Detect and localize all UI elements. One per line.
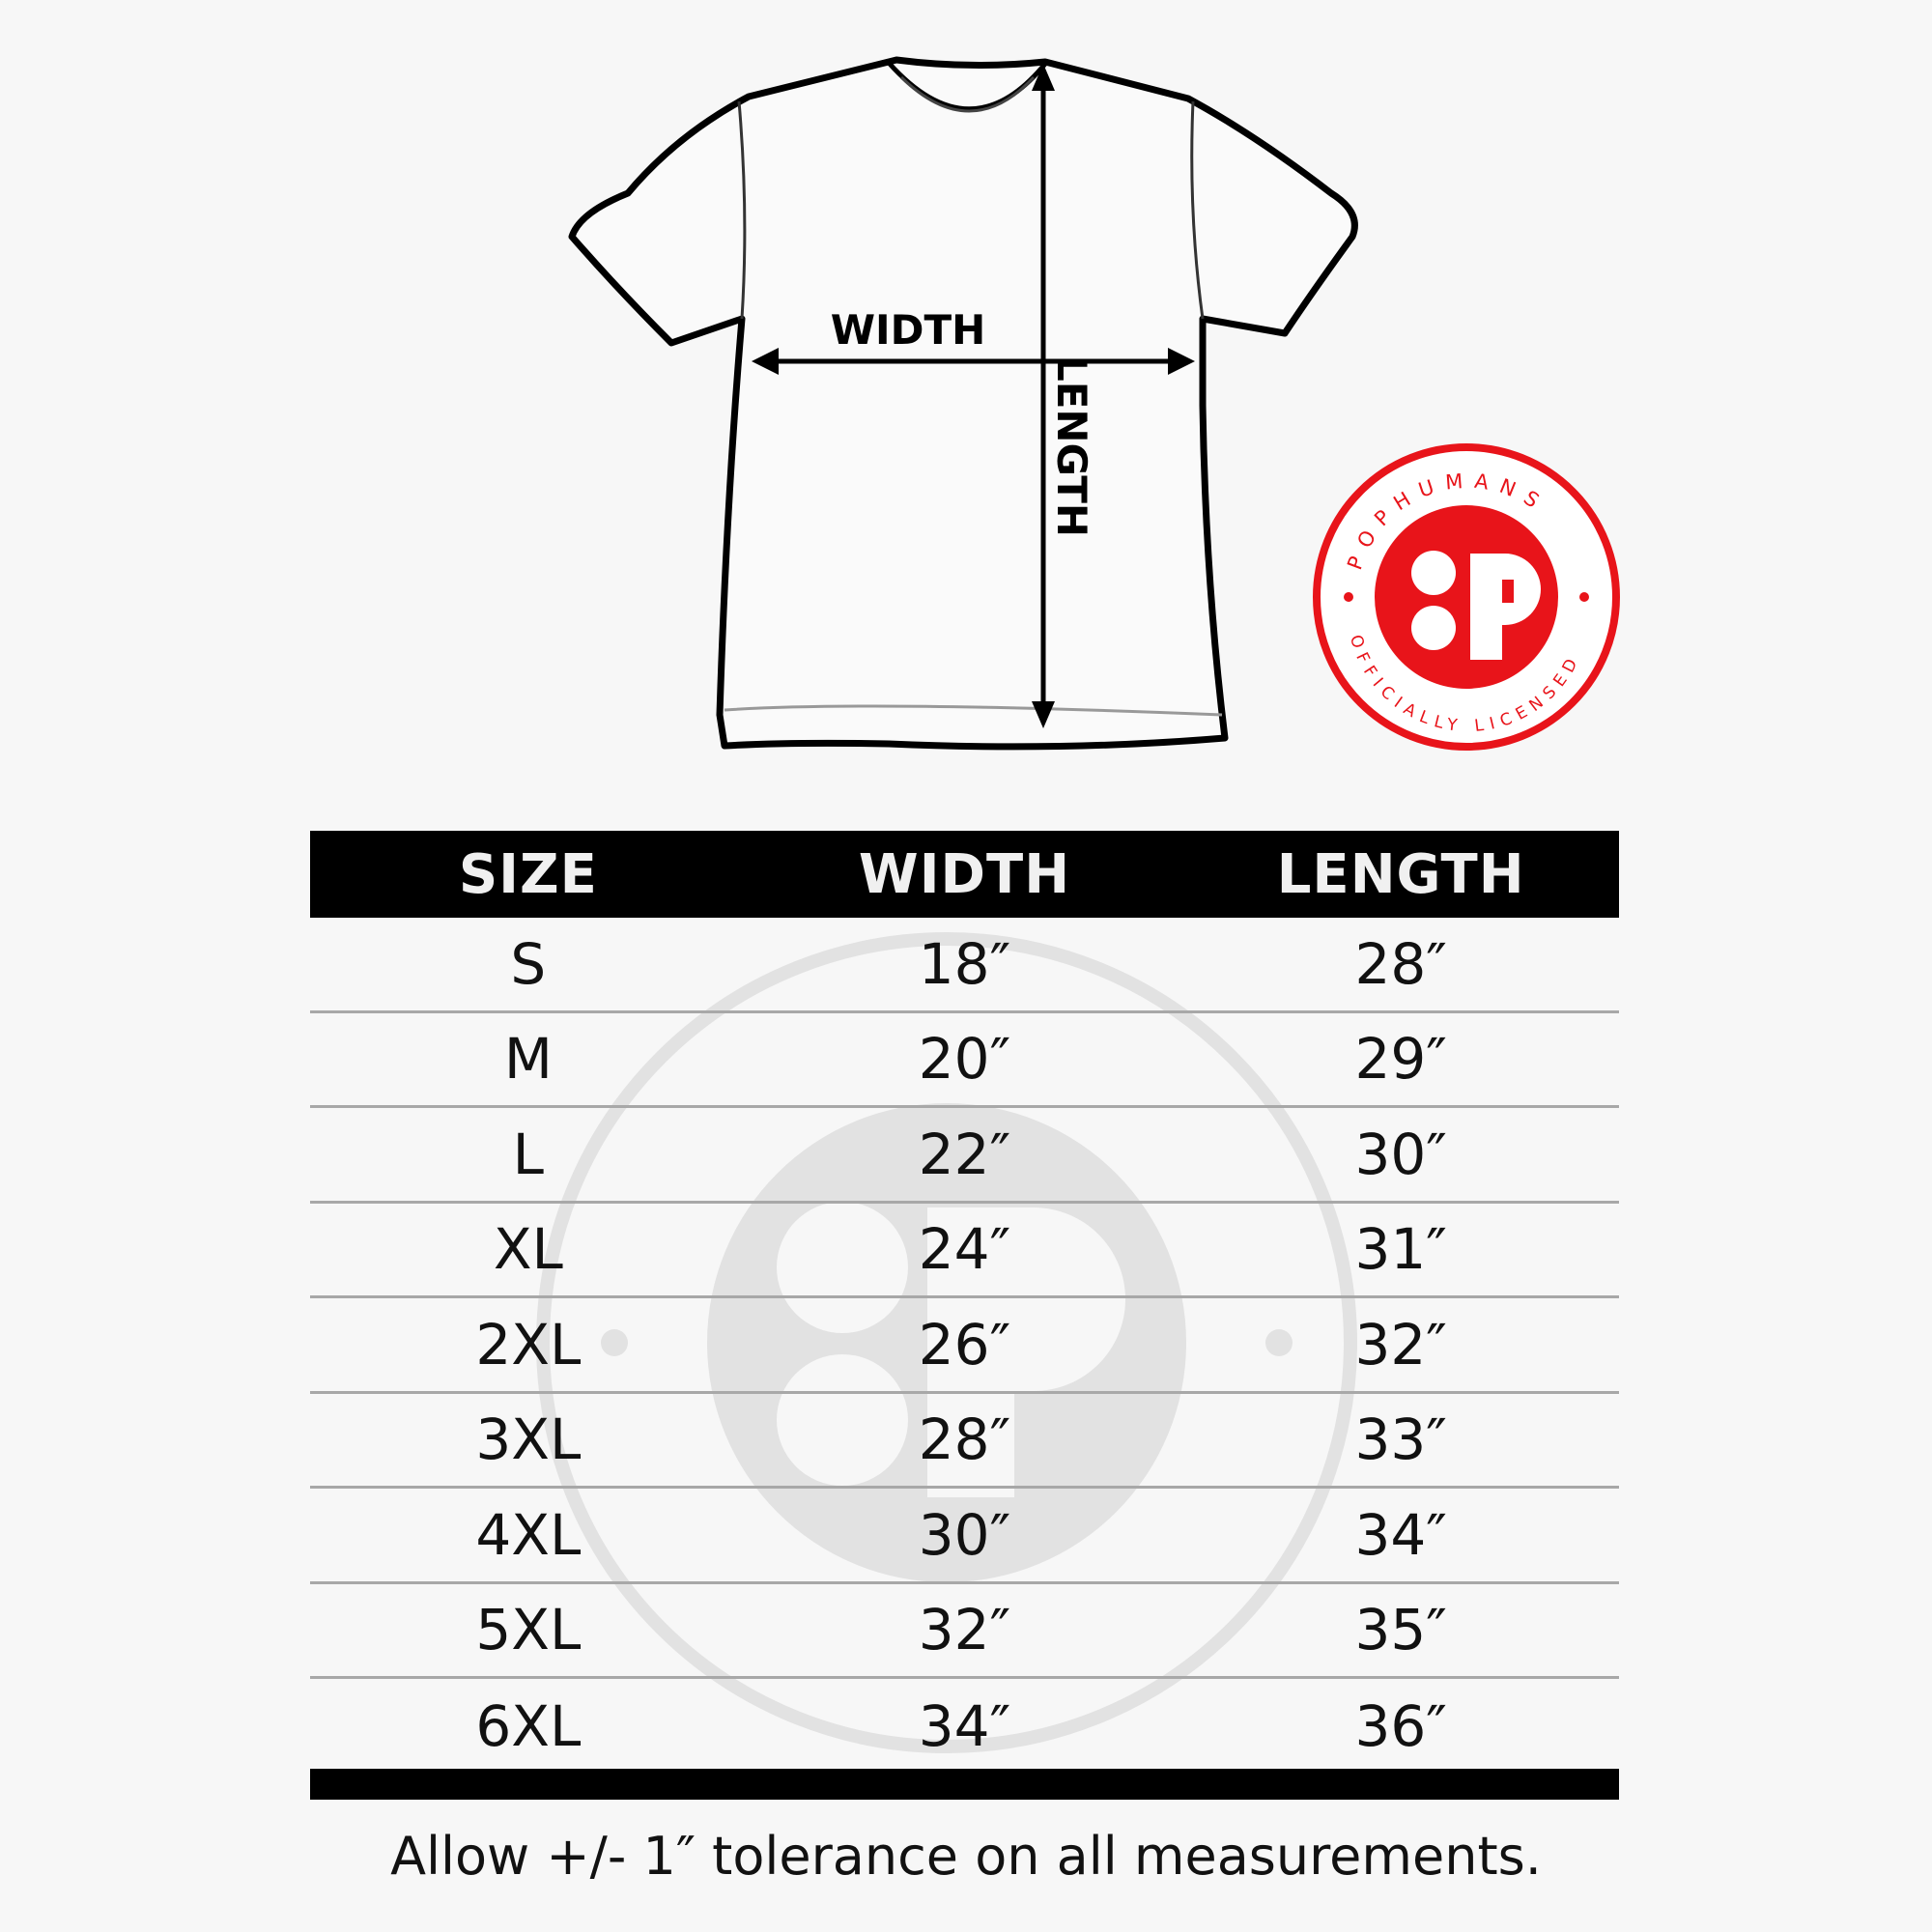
table-row: L 22″ 30″ [310, 1108, 1619, 1204]
table-row: 3XL 28″ 33″ [310, 1394, 1619, 1489]
tolerance-note: Allow +/- 1″ tolerance on all measuremen… [390, 1826, 1542, 1887]
table-body: S 18″ 28″ M 20″ 29″ L 22″ 30″ XL 24″ 31″ 2XL 26″ 32″ 3X… [310, 918, 1619, 1775]
cell-length: 35″ [1354, 1597, 1447, 1663]
cell-length: 33″ [1354, 1406, 1447, 1473]
cell-length: 36″ [1354, 1693, 1447, 1760]
cell-length: 30″ [1354, 1121, 1447, 1187]
size-chart-table: SIZE WIDTH LENGTH S 18″ 28″ M 20″ 29″ L 22″ 30″ X… [310, 831, 1619, 1800]
cell-width: 18″ [918, 930, 1011, 997]
table-row: 2XL 26″ 32″ [310, 1298, 1619, 1394]
table-row: 6XL 34″ 36″ [310, 1679, 1619, 1775]
cell-size: S [510, 930, 547, 997]
header-width: WIDTH [858, 842, 1071, 906]
header-length: LENGTH [1276, 842, 1525, 906]
cell-length: 28″ [1354, 930, 1447, 997]
cell-width: 22″ [918, 1121, 1011, 1187]
length-label: LENGTH [1048, 355, 1095, 537]
table-row: M 20″ 29″ [310, 1013, 1619, 1108]
cell-size: 4XL [475, 1501, 582, 1568]
cell-width: 30″ [918, 1501, 1011, 1568]
cell-width: 34″ [918, 1693, 1011, 1760]
table-row: S 18″ 28″ [310, 918, 1619, 1013]
cell-width: 26″ [918, 1311, 1011, 1378]
cell-length: 32″ [1354, 1311, 1447, 1378]
tshirt-diagram: WIDTH LENGTH [568, 56, 1358, 751]
cell-size: M [503, 1026, 553, 1093]
cell-width: 32″ [918, 1597, 1011, 1663]
table-row: XL 24″ 31″ [310, 1204, 1619, 1298]
cell-length: 31″ [1354, 1216, 1447, 1283]
width-label: WIDTH [831, 306, 986, 354]
table-row: 5XL 32″ 35″ [310, 1584, 1619, 1679]
table-bottom-bar [310, 1768, 1619, 1800]
pophumans-badge: POPHUMANS OFFICIALLY LICENSED [1313, 443, 1620, 751]
cell-size: 3XL [475, 1406, 582, 1473]
watermark-logo [536, 932, 1357, 1753]
cell-size: 5XL [475, 1597, 582, 1663]
cell-width: 20″ [918, 1026, 1011, 1093]
cell-width: 28″ [918, 1406, 1011, 1473]
tshirt-outline [568, 56, 1358, 751]
cell-size: L [512, 1121, 544, 1187]
cell-width: 24″ [918, 1216, 1011, 1283]
table-header: SIZE WIDTH LENGTH [310, 831, 1619, 918]
cell-length: 29″ [1354, 1026, 1447, 1093]
cell-length: 34″ [1354, 1501, 1447, 1568]
cell-size: XL [493, 1216, 563, 1283]
table-row: 4XL 30″ 34″ [310, 1489, 1619, 1584]
cell-size: 6XL [475, 1693, 582, 1760]
cell-size: 2XL [475, 1311, 582, 1378]
header-size: SIZE [458, 842, 598, 906]
